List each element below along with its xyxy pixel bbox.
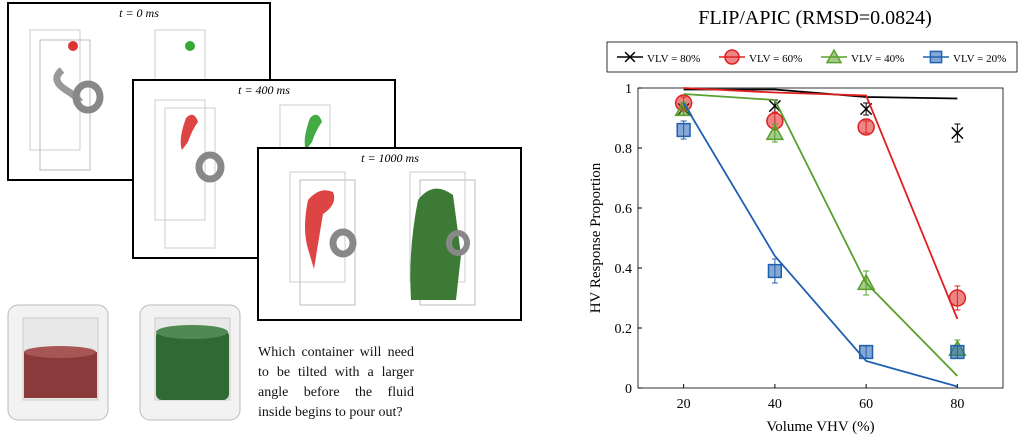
y-tick-label: 0.6: [615, 202, 633, 217]
y-axis-label: HV Response Proportion: [588, 162, 604, 313]
model-line: [684, 88, 958, 319]
x-tick-label: 80: [950, 397, 964, 412]
y-tick-label: 0.8: [615, 142, 633, 157]
marker: [860, 346, 873, 359]
legend-label: VLV = 60%: [749, 53, 802, 65]
x-tick-label: 20: [677, 397, 691, 412]
x-tick-label: 40: [768, 397, 782, 412]
model-line: [684, 94, 958, 376]
legend-label: VLV = 40%: [851, 53, 904, 65]
x-tick-label: 60: [859, 397, 873, 412]
x-axis-label: Volume VHV (%): [766, 419, 874, 435]
marker: [949, 290, 965, 306]
y-tick-label: 1: [625, 82, 632, 97]
legend-marker: [725, 50, 739, 64]
marker: [951, 346, 964, 359]
chart-title: FLIP/APIC (RMSD=0.0824): [698, 7, 932, 29]
marker: [858, 119, 874, 135]
model-line: [684, 103, 958, 387]
y-tick-label: 0.2: [615, 322, 633, 337]
marker: [858, 275, 874, 289]
legend-label: VLV = 20%: [953, 53, 1006, 65]
marker: [768, 265, 781, 278]
y-tick-label: 0.4: [615, 262, 633, 277]
figure: t = 0 ms t = 400 ms t = 1000 ms: [0, 0, 1029, 444]
y-tick-label: 0: [625, 382, 632, 397]
marker: [677, 124, 690, 137]
legend-label: VLV = 80%: [647, 53, 700, 65]
legend-marker: [930, 51, 941, 62]
plot-frame: [638, 88, 1003, 388]
chart: FLIP/APIC (RMSD=0.0824) 0 0.2 0.4 0.6 0.8 1 20 4…: [0, 0, 1029, 444]
